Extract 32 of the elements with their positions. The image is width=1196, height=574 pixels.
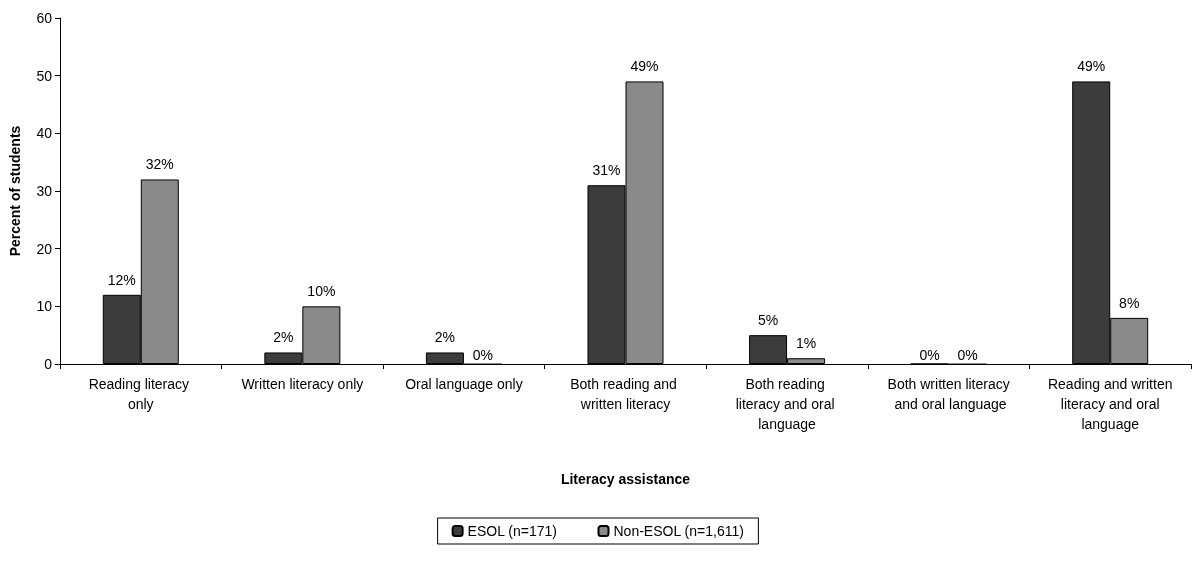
data-label: 5% (757, 312, 779, 329)
data-label: 1% (795, 335, 817, 352)
legend-label: Non-ESOL (n=1,611) (613, 523, 744, 539)
data-label: 0% (919, 347, 940, 363)
y-tick-label: 0 (44, 356, 53, 372)
data-label: 2% (434, 329, 456, 346)
y-tick-label: 10 (36, 298, 53, 315)
y-tick-label: 50 (36, 67, 53, 84)
x-tick-label: Both reading literacy and oral language (735, 376, 839, 432)
data-label: 10% (307, 283, 336, 300)
legend-label: ESOL (n=171) (467, 523, 557, 539)
x-tick-label: Reading literacy only (88, 376, 193, 412)
y-axis-title: Percent of students (7, 125, 23, 257)
data-label: 32% (145, 156, 174, 173)
y-tick-label: 20 (36, 240, 53, 257)
data-label: 0% (957, 347, 978, 363)
data-label: 12% (107, 271, 136, 288)
x-tick-label: Reading and written literacy and oral language (1047, 376, 1173, 432)
data-label: 31% (592, 162, 621, 179)
data-label: 8% (1119, 294, 1140, 311)
x-tick-label: Oral language only (405, 376, 523, 392)
data-label: 0% (472, 347, 494, 363)
data-label: 2% (273, 329, 294, 346)
x-tick-label: Both reading and written literacy (570, 376, 681, 412)
y-tick-label: 40 (36, 125, 53, 142)
y-tick-label: 30 (36, 183, 53, 199)
y-tick-label: 60 (36, 10, 53, 26)
data-label: 49% (630, 58, 659, 75)
x-axis-title: Literacy assistance (560, 471, 691, 487)
data-label: 49% (1077, 58, 1106, 75)
x-tick-label: Both written literacy and oral language (887, 376, 1010, 412)
x-tick-label: Written literacy only (241, 376, 364, 392)
